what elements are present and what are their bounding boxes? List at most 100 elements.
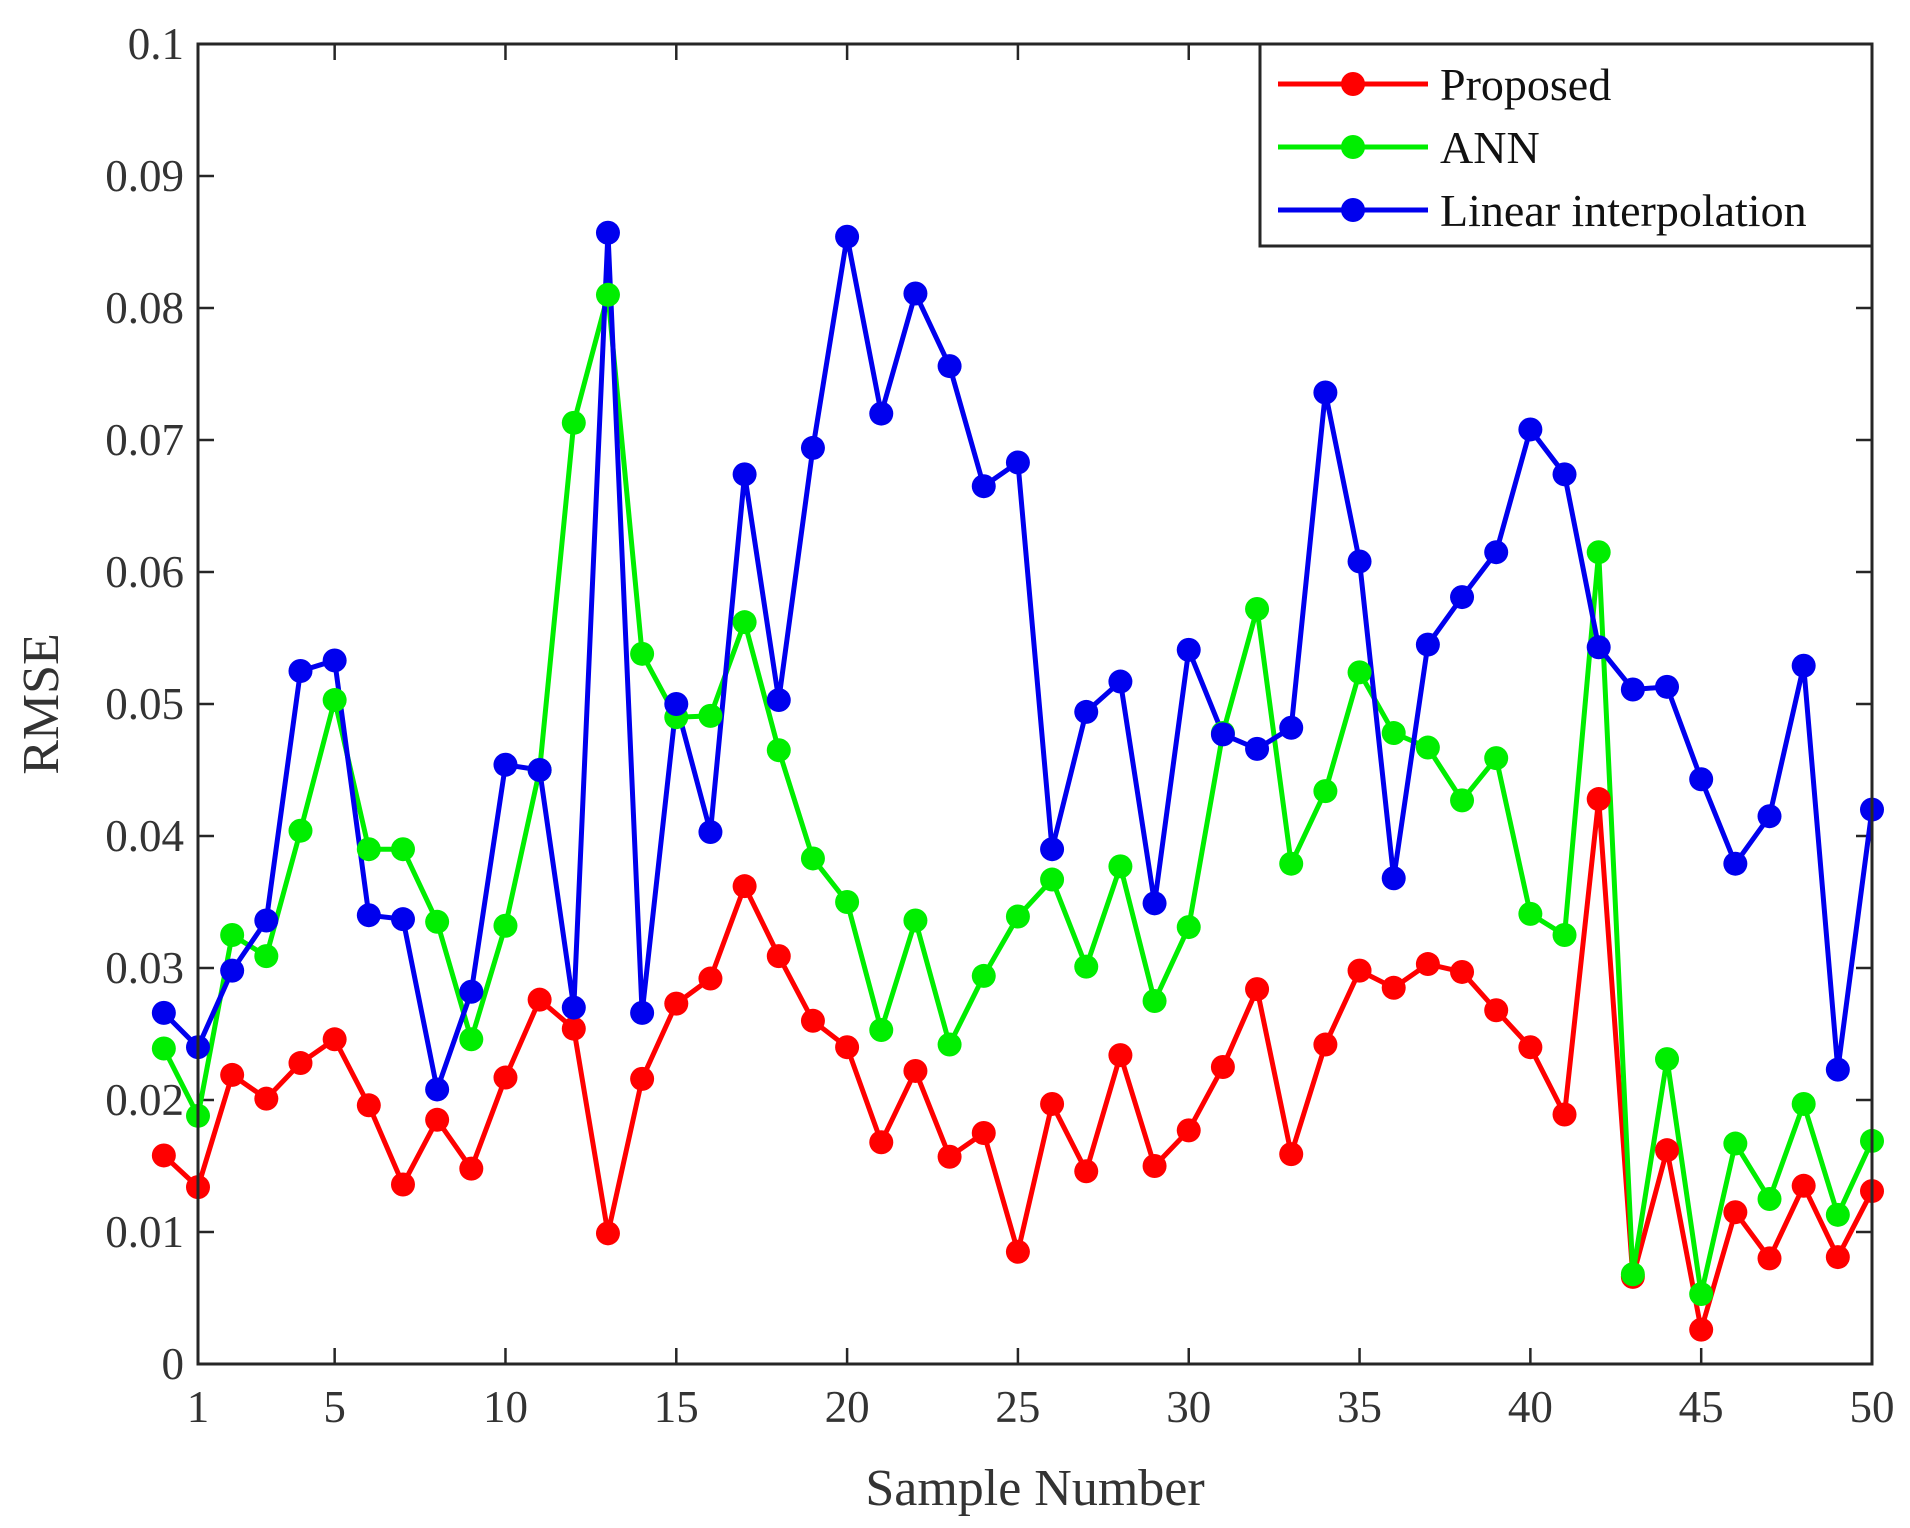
x-tick-label: 25 [995, 1382, 1040, 1432]
data-point-ann [1415, 735, 1440, 760]
data-point-ann [1142, 989, 1167, 1013]
data-point-proposed [835, 1035, 860, 1060]
data-point-ann [732, 610, 757, 635]
x-tick-label: 1 [187, 1382, 210, 1432]
data-point-linear-interpolation [425, 1077, 450, 1102]
data-point-linear-interpolation [288, 659, 313, 683]
data-point-proposed [1415, 952, 1440, 977]
data-point-proposed [220, 1062, 245, 1087]
legend-marker-linear-interpolation [1341, 198, 1365, 222]
data-point-proposed [561, 1016, 586, 1041]
legend-items: Proposed ANN Linear interpolation [1278, 59, 1807, 236]
data-point-proposed [1040, 1091, 1065, 1116]
data-point-ann [1040, 867, 1065, 892]
data-point-proposed [937, 1144, 962, 1169]
data-point-linear-interpolation [1142, 891, 1167, 916]
x-tick-label: 5 [323, 1382, 346, 1432]
y-tick-label: 0.04 [105, 811, 184, 861]
data-point-proposed [254, 1086, 279, 1111]
y-tick-label: 0.1 [128, 19, 184, 69]
y-tick-label: 0 [162, 1339, 185, 1389]
data-point-linear-interpolation [664, 692, 689, 716]
data-point-ann [698, 703, 723, 728]
data-point-linear-interpolation [356, 903, 381, 928]
data-point-linear-interpolation [1313, 380, 1338, 405]
data-point-ann [903, 908, 928, 933]
data-point-proposed [288, 1051, 313, 1076]
data-point-ann [869, 1018, 894, 1043]
data-point-proposed [1108, 1043, 1133, 1068]
data-point-ann [766, 738, 791, 763]
data-point-ann [1381, 721, 1406, 746]
data-point-proposed [1723, 1200, 1748, 1225]
data-point-proposed [1142, 1154, 1167, 1178]
data-point-linear-interpolation [1689, 767, 1714, 792]
data-point-ann [1279, 851, 1304, 876]
series-points-linear-interpolation [151, 220, 1884, 1102]
data-point-proposed [595, 1221, 620, 1246]
data-point-linear-interpolation [698, 820, 723, 845]
x-tick-label: 45 [1679, 1382, 1724, 1432]
data-point-linear-interpolation [151, 1000, 176, 1025]
data-point-linear-interpolation [630, 1000, 655, 1025]
data-point-ann [1586, 540, 1611, 565]
data-point-proposed [1313, 1032, 1338, 1057]
data-point-proposed [630, 1066, 655, 1091]
data-point-proposed [1484, 998, 1509, 1023]
data-point-linear-interpolation [1347, 549, 1372, 574]
data-point-proposed [732, 874, 757, 899]
data-point-proposed [1381, 975, 1406, 1000]
data-point-ann [1518, 901, 1543, 926]
x-tick-label: 40 [1508, 1382, 1553, 1432]
data-point-linear-interpolation [1518, 417, 1543, 442]
data-point-linear-interpolation [1723, 851, 1748, 876]
data-point-linear-interpolation [903, 281, 928, 306]
data-point-proposed [390, 1172, 415, 1197]
data-point-proposed [1518, 1035, 1543, 1060]
data-point-proposed [1825, 1245, 1850, 1270]
y-tick-label: 0.05 [105, 679, 184, 729]
data-point-ann [1791, 1091, 1816, 1116]
x-axis-title: Sample Number [865, 1460, 1204, 1517]
data-point-proposed [1450, 959, 1475, 984]
data-point-linear-interpolation [561, 995, 586, 1020]
data-point-ann [1757, 1187, 1782, 1211]
y-tick-label: 0.01 [105, 1207, 184, 1257]
data-point-ann [151, 1036, 176, 1061]
data-point-proposed [698, 966, 723, 991]
y-tick-label: 0.09 [105, 151, 184, 201]
data-point-linear-interpolation [322, 648, 347, 673]
data-point-proposed [1074, 1159, 1099, 1184]
x-tick-label: 50 [1850, 1382, 1895, 1432]
data-point-linear-interpolation [1108, 669, 1133, 694]
data-point-proposed [869, 1130, 894, 1155]
data-point-ann [493, 913, 518, 938]
legend-label-proposed: Proposed [1440, 59, 1611, 110]
data-point-linear-interpolation [1245, 736, 1270, 761]
data-point-proposed [459, 1156, 484, 1181]
data-point-linear-interpolation [1040, 837, 1065, 862]
data-point-ann [1723, 1131, 1748, 1156]
data-point-linear-interpolation [937, 354, 962, 379]
data-point-linear-interpolation [766, 688, 791, 713]
data-point-linear-interpolation [971, 474, 996, 499]
data-point-proposed [1005, 1239, 1030, 1264]
legend-label-linear-interpolation: Linear interpolation [1440, 185, 1807, 236]
data-point-proposed [1791, 1173, 1816, 1198]
tick-labels: 1 5 10 15 20 25 30 35 40 45 5000.010.020.030.040.0… [105, 19, 1894, 1432]
data-point-ann [1074, 954, 1099, 979]
data-point-linear-interpolation [1210, 722, 1235, 747]
data-point-proposed [1245, 977, 1270, 1002]
data-point-linear-interpolation [1415, 632, 1440, 657]
data-point-ann [459, 1027, 484, 1052]
data-point-linear-interpolation [527, 758, 552, 782]
data-point-ann [356, 837, 381, 862]
data-point-ann [1484, 746, 1509, 771]
data-point-proposed [1279, 1142, 1304, 1167]
data-point-linear-interpolation [835, 224, 860, 249]
data-point-linear-interpolation [390, 907, 415, 932]
legend-label-ann: ANN [1440, 122, 1540, 173]
data-point-proposed [322, 1027, 347, 1052]
data-point-proposed [356, 1093, 381, 1118]
